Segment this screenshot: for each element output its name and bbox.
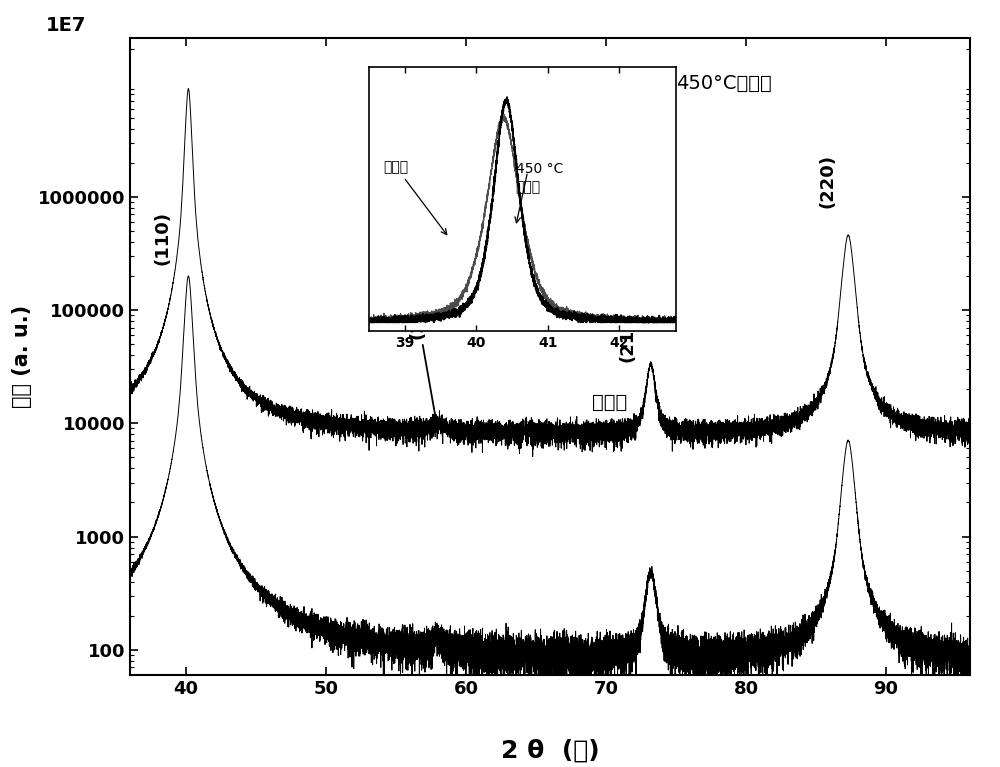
Text: 退火前: 退火前 xyxy=(592,393,627,412)
Text: 1E7: 1E7 xyxy=(46,16,86,35)
Text: (220): (220) xyxy=(818,153,836,208)
Text: (200): (200) xyxy=(408,285,439,426)
Text: (211): (211) xyxy=(618,308,636,361)
Y-axis label: 强度 (a. u.): 强度 (a. u.) xyxy=(12,305,32,408)
Text: 450°C退火后: 450°C退火后 xyxy=(676,74,772,94)
Text: (110): (110) xyxy=(153,211,171,265)
Text: 2 θ  (度): 2 θ (度) xyxy=(501,739,599,762)
